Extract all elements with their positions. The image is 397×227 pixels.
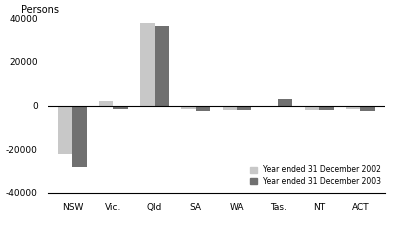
Text: Persons: Persons	[21, 5, 59, 15]
Bar	[237, 106, 251, 110]
Bar	[278, 99, 293, 106]
Bar	[181, 106, 196, 109]
Bar	[99, 101, 114, 106]
Bar	[58, 106, 72, 154]
Bar	[360, 106, 375, 111]
Legend: Year ended 31 December 2002, Year ended 31 December 2003: Year ended 31 December 2002, Year ended …	[250, 165, 381, 186]
Bar	[223, 106, 237, 110]
Bar	[196, 106, 210, 111]
Bar	[346, 106, 360, 109]
Bar	[72, 106, 87, 167]
Bar	[319, 106, 333, 110]
Bar	[140, 22, 155, 106]
Bar	[264, 106, 278, 107]
Bar	[155, 26, 169, 106]
Bar	[305, 106, 319, 110]
Bar	[114, 106, 128, 109]
